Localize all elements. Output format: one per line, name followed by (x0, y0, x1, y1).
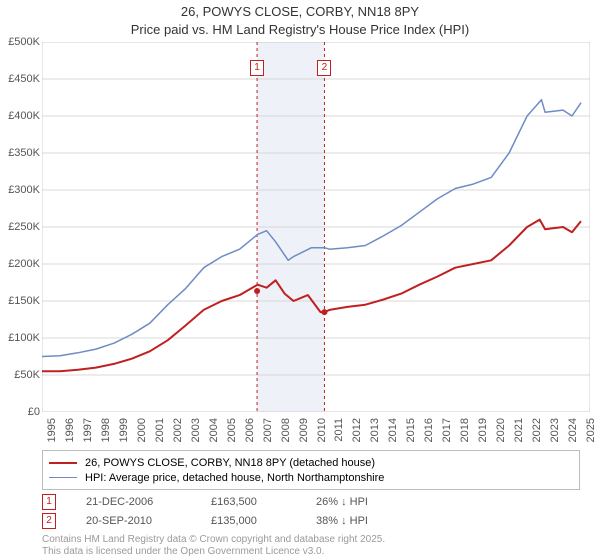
x-tick-label: 2020 (495, 418, 507, 442)
sale-date-1: 21-DEC-2006 (86, 496, 181, 508)
chart-title-line2: Price paid vs. HM Land Registry's House … (0, 22, 600, 37)
x-tick-label: 2017 (441, 418, 453, 442)
chart-plot-area (42, 42, 590, 412)
legend-swatch-price-paid (49, 462, 77, 464)
x-tick-label: 2011 (333, 418, 345, 442)
legend-row-hpi: HPI: Average price, detached house, Nort… (49, 470, 573, 485)
sale-row-2: 2 20-SEP-2010 £135,000 38% ↓ HPI (42, 513, 368, 529)
footer-copyright: Contains HM Land Registry data © Crown c… (42, 534, 385, 545)
y-tick-label: £500K (0, 36, 40, 48)
x-tick-label: 1995 (46, 418, 58, 442)
legend-row-price-paid: 26, POWYS CLOSE, CORBY, NN18 8PY (detach… (49, 455, 573, 470)
x-tick-label: 2004 (208, 418, 220, 442)
y-tick-label: £300K (0, 184, 40, 196)
x-tick-label: 2015 (405, 418, 417, 442)
x-tick-label: 2016 (423, 418, 435, 442)
sale-date-2: 20-SEP-2010 (86, 515, 181, 527)
sale-delta-1: 26% ↓ HPI (316, 496, 368, 508)
footer-licence: This data is licensed under the Open Gov… (42, 546, 324, 557)
x-tick-label: 1999 (118, 418, 130, 442)
x-tick-label: 1997 (82, 418, 94, 442)
sale-price-2: £135,000 (211, 515, 286, 527)
legend-box: 26, POWYS CLOSE, CORBY, NN18 8PY (detach… (42, 450, 580, 490)
x-tick-label: 2005 (226, 418, 238, 442)
chart-marker-label: 2 (317, 60, 331, 76)
x-tick-label: 2007 (262, 418, 274, 442)
legend-label-hpi: HPI: Average price, detached house, Nort… (85, 472, 384, 484)
y-tick-label: £200K (0, 258, 40, 270)
x-tick-label: 2012 (351, 418, 363, 442)
y-tick-label: £350K (0, 147, 40, 159)
root: 26, POWYS CLOSE, CORBY, NN18 8PY Price p… (0, 0, 600, 560)
x-tick-label: 2013 (369, 418, 381, 442)
x-tick-label: 2008 (280, 418, 292, 442)
x-tick-label: 2025 (585, 418, 597, 442)
x-tick-label: 2019 (477, 418, 489, 442)
x-tick-label: 2001 (154, 418, 166, 442)
chart-title-line1: 26, POWYS CLOSE, CORBY, NN18 8PY (0, 4, 600, 19)
y-tick-label: £150K (0, 295, 40, 307)
y-tick-label: £400K (0, 110, 40, 122)
sale-marker-2: 2 (42, 513, 56, 529)
x-tick-label: 2023 (549, 418, 561, 442)
y-tick-label: £0 (0, 406, 40, 418)
x-tick-label: 2024 (567, 418, 579, 442)
sale-row-1: 1 21-DEC-2006 £163,500 26% ↓ HPI (42, 494, 368, 510)
x-tick-label: 2010 (316, 418, 328, 442)
legend-swatch-hpi (49, 477, 77, 479)
x-tick-label: 1996 (64, 418, 76, 442)
x-tick-label: 1998 (100, 418, 112, 442)
x-tick-label: 2014 (387, 418, 399, 442)
legend-label-price-paid: 26, POWYS CLOSE, CORBY, NN18 8PY (detach… (85, 457, 375, 469)
sale-marker-1: 1 (42, 494, 56, 510)
y-tick-label: £450K (0, 73, 40, 85)
x-tick-label: 2000 (136, 418, 148, 442)
chart-svg (42, 42, 590, 412)
x-tick-label: 2009 (298, 418, 310, 442)
y-tick-label: £50K (0, 369, 40, 381)
x-tick-label: 2022 (531, 418, 543, 442)
y-tick-label: £250K (0, 221, 40, 233)
x-tick-label: 2003 (190, 418, 202, 442)
chart-marker-label: 1 (250, 60, 264, 76)
sale-delta-2: 38% ↓ HPI (316, 515, 368, 527)
x-tick-label: 2006 (244, 418, 256, 442)
x-tick-label: 2021 (513, 418, 525, 442)
sale-price-1: £163,500 (211, 496, 286, 508)
x-tick-label: 2002 (172, 418, 184, 442)
y-tick-label: £100K (0, 332, 40, 344)
x-tick-label: 2018 (459, 418, 471, 442)
